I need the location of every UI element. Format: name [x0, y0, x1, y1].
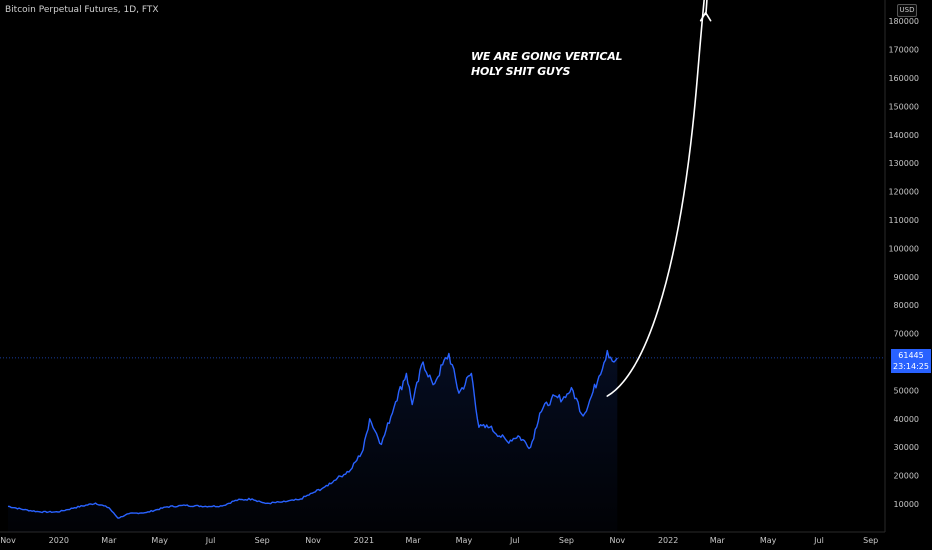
arrow-head-icon	[699, 11, 712, 22]
y-tick-label: 170000	[888, 46, 919, 55]
x-tick-label: Jul	[813, 536, 824, 545]
y-tick-label: 100000	[888, 244, 919, 253]
x-tick-label: Mar	[406, 536, 422, 545]
y-tick-label: 130000	[888, 159, 919, 168]
projection-arrow	[606, 0, 708, 397]
price-label: 61445 23:14:25	[891, 349, 931, 373]
x-tick-label: 2022	[658, 536, 678, 545]
y-tick-label: 110000	[888, 216, 919, 225]
y-tick-label: 160000	[888, 74, 919, 83]
y-tick-label: 70000	[894, 330, 919, 339]
x-tick-label: Sep	[255, 536, 270, 545]
price-area	[8, 350, 618, 532]
x-tick-label: Sep	[863, 536, 878, 545]
chart-title: Bitcoin Perpetual Futures, 1D, FTX	[5, 5, 159, 15]
x-tick-label: Mar	[710, 536, 726, 545]
x-tick-label: May	[456, 536, 473, 545]
x-tick-label: Jul	[509, 536, 520, 545]
y-tick-label: 10000	[894, 500, 919, 509]
last-price: 61445	[898, 351, 924, 360]
x-tick-label: Jul	[205, 536, 216, 545]
y-tick-label: 150000	[888, 102, 919, 111]
x-tick-label: Nov	[0, 536, 16, 545]
y-tick-label: 20000	[894, 472, 919, 481]
y-tick-label: 50000	[894, 386, 919, 395]
y-tick-label: 90000	[894, 273, 919, 282]
y-tick-label: 140000	[888, 131, 919, 140]
y-tick-label: 180000	[888, 17, 919, 26]
annotation-line-2: HOLY SHIT GUYS	[471, 65, 571, 78]
x-tick-label: Sep	[559, 536, 574, 545]
price-line	[7, 349, 618, 519]
x-tick-label: May	[151, 536, 168, 545]
bar-countdown: 23:14:25	[893, 362, 929, 371]
annotation-line-1: WE ARE GOING VERTICAL	[471, 50, 623, 63]
x-tick-label: Nov	[305, 536, 321, 545]
annotation-text: WE ARE GOING VERTICAL HOLY SHIT GUYS	[471, 49, 623, 79]
x-tick-label: 2021	[354, 536, 374, 545]
y-tick-label: 80000	[894, 301, 919, 310]
currency-button[interactable]: USD	[897, 4, 917, 17]
y-tick-label: 30000	[894, 443, 919, 452]
y-tick-label: 120000	[888, 188, 919, 197]
x-tick-label: May	[760, 536, 777, 545]
x-tick-label: Nov	[609, 536, 625, 545]
y-tick-label: 40000	[894, 415, 919, 424]
x-tick-label: Mar	[101, 536, 117, 545]
x-tick-label: 2020	[49, 536, 69, 545]
